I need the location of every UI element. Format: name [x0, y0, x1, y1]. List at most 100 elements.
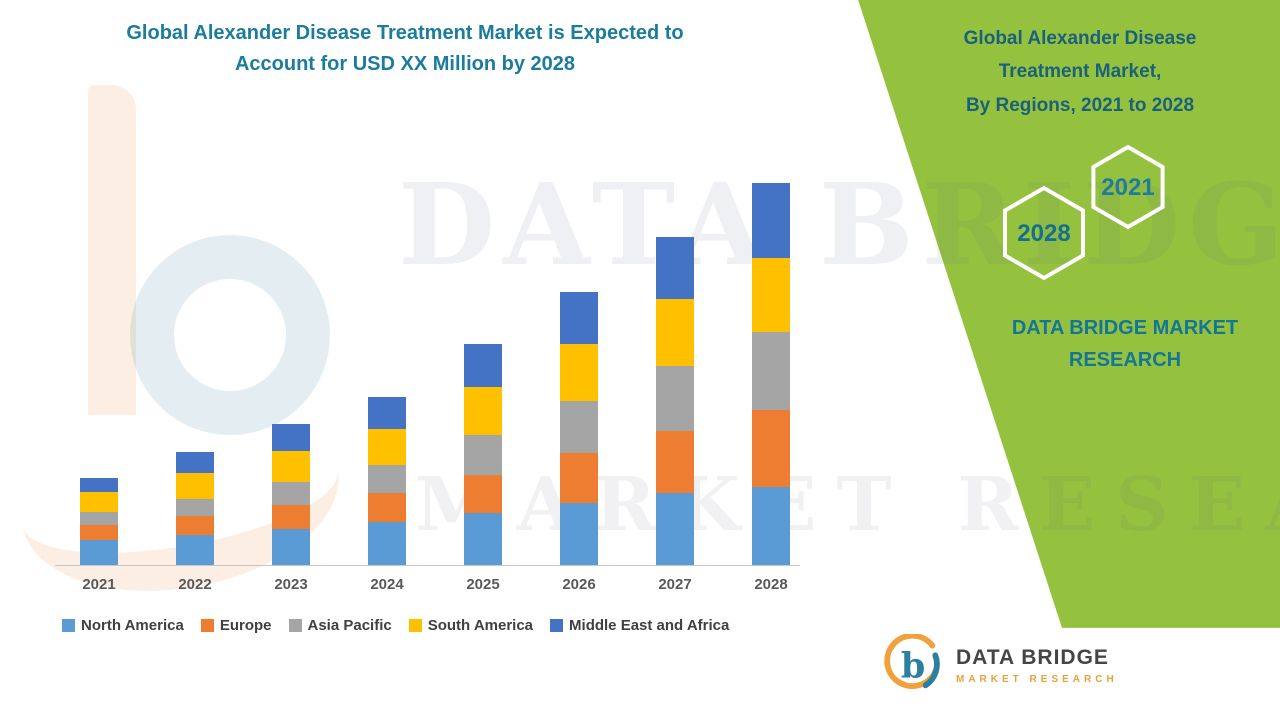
- bar-segment-2022-middle-east-and-africa: [176, 452, 214, 473]
- x-axis-line: [55, 565, 800, 566]
- stacked-bar-2024: [368, 397, 406, 565]
- bar-segment-2021-europe: [80, 525, 118, 540]
- legend-swatch-south-america: [408, 619, 422, 632]
- x-axis-label-2021: 2021: [82, 576, 116, 593]
- bar-segment-2027-south-america: [656, 299, 694, 366]
- bar-column-2021: [80, 183, 118, 565]
- stacked-bar-2028: [752, 183, 790, 565]
- bar-segment-2024-south-america: [368, 429, 406, 465]
- bar-segment-2024-asia-pacific: [368, 465, 406, 493]
- hexagon-2021: [1091, 145, 1165, 230]
- legend-swatch-north-america: [62, 619, 75, 632]
- footer-logo-text: DATA BRIDGE MARKET RESEARCH: [956, 646, 1118, 685]
- stacked-bar-2025: [464, 344, 502, 565]
- chart-legend: North America Europe Asia Pacific South Ame…: [62, 617, 729, 634]
- side-panel-brand: DATA BRIDGE MARKET RESEARCH: [950, 312, 1280, 376]
- bar-column-2025: [464, 183, 502, 565]
- bar-plot: [80, 183, 790, 565]
- side-panel-title-line3: By Regions, 2021 to 2028: [965, 94, 1195, 116]
- legend-item-north-america: North America: [62, 617, 184, 634]
- bar-segment-2021-south-america: [80, 492, 118, 512]
- x-axis-label-2026: 2026: [562, 576, 596, 593]
- legend-item-asia-pacific: Asia Pacific: [288, 617, 392, 634]
- bar-segment-2026-middle-east-and-africa: [560, 292, 598, 344]
- bar-column-2024: [368, 183, 406, 565]
- bar-segment-2026-europe: [560, 453, 598, 503]
- stacked-bar-2023: [272, 424, 310, 565]
- side-panel-title-line1: Global Alexander Disease: [963, 28, 1197, 49]
- bar-segment-2027-north-america: [656, 493, 694, 565]
- chart-title-line1: Global Alexander Disease Treatment Marke…: [126, 22, 684, 44]
- bar-segment-2027-middle-east-and-africa: [656, 237, 694, 299]
- bar-segment-2024-europe: [368, 493, 406, 522]
- bar-segment-2027-asia-pacific: [656, 366, 694, 431]
- footer-brand-name: DATA BRIDGE: [956, 645, 1109, 669]
- legend-swatch-middle-east-and-africa: [550, 619, 564, 632]
- x-axis-label-2027: 2027: [658, 576, 692, 593]
- bar-segment-2022-north-america: [176, 535, 214, 565]
- stacked-bar-2026: [560, 292, 598, 565]
- bar-segment-2023-europe: [272, 505, 310, 529]
- chart-title-line2: Account for USD XX Million by 2028: [234, 53, 576, 75]
- x-axis-label-2022: 2022: [178, 576, 212, 593]
- bar-segment-2026-south-america: [560, 344, 598, 401]
- bar-segment-2025-north-america: [464, 513, 502, 565]
- bar-segment-2023-asia-pacific: [272, 482, 310, 505]
- x-axis-labels: 2021 2022 2023 2024 2025 2026 2027 2028: [80, 576, 790, 593]
- bar-segment-2023-south-america: [272, 451, 310, 482]
- bar-column-2023: [272, 183, 310, 565]
- bar-segment-2028-north-america: [752, 487, 790, 565]
- bar-segment-2021-north-america: [80, 540, 118, 565]
- bar-column-2027: [656, 183, 694, 565]
- legend-item-south-america: South America: [408, 617, 534, 634]
- legend-label-europe: Europe: [219, 617, 272, 634]
- bar-segment-2028-south-america: [752, 258, 790, 332]
- legend-label-south-america: South America: [427, 617, 534, 634]
- footer-logo: b DATA BRIDGE MARKET RESEARCH: [882, 634, 1118, 696]
- chart-title: Global Alexander Disease Treatment Marke…: [60, 18, 750, 80]
- legend-item-europe: Europe: [200, 617, 272, 634]
- legend-label-middle-east-and-africa: Middle East and Africa: [569, 617, 730, 634]
- bar-segment-2026-north-america: [560, 503, 598, 565]
- legend-item-middle-east-and-africa: Middle East and Africa: [550, 617, 729, 634]
- bar-segment-2025-europe: [464, 475, 502, 513]
- bar-segment-2026-asia-pacific: [560, 401, 598, 453]
- svg-text:b: b: [901, 646, 925, 687]
- hexagon-2028: [1003, 185, 1085, 281]
- side-panel-brand-line1: DATA BRIDGE MARKET: [1011, 317, 1239, 339]
- stacked-bar-2021: [80, 478, 118, 565]
- legend-label-north-america: North America: [81, 617, 184, 634]
- hexagon-year-2028: 2028: [1017, 220, 1070, 247]
- bar-segment-2022-south-america: [176, 473, 214, 499]
- bar-segment-2021-middle-east-and-africa: [80, 478, 118, 492]
- bar-segment-2023-middle-east-and-africa: [272, 424, 310, 451]
- side-panel-brand-line2: RESEARCH: [1068, 349, 1182, 371]
- side-panel-title: Global Alexander Disease Treatment Marke…: [900, 22, 1260, 122]
- x-axis-label-2023: 2023: [274, 576, 308, 593]
- data-bridge-logo-icon: b: [884, 634, 940, 689]
- bar-segment-2027-europe: [656, 431, 694, 493]
- stacked-bar-2022: [176, 452, 214, 565]
- legend-swatch-asia-pacific: [288, 619, 302, 632]
- bar-segment-2025-asia-pacific: [464, 435, 502, 475]
- x-axis-label-2025: 2025: [466, 576, 500, 593]
- x-axis-label-2028: 2028: [754, 576, 788, 593]
- hexagon-year-2021: 2021: [1101, 174, 1154, 201]
- bar-segment-2025-south-america: [464, 387, 502, 435]
- bar-column-2022: [176, 183, 214, 565]
- hexagon-years-graphic: 2028 2021: [1003, 145, 1165, 281]
- bar-segment-2028-europe: [752, 410, 790, 487]
- stacked-bar-2027: [656, 237, 694, 565]
- bar-segment-2023-north-america: [272, 529, 310, 565]
- x-axis-label-2024: 2024: [370, 576, 404, 593]
- bar-segment-2022-asia-pacific: [176, 499, 214, 516]
- bar-segment-2021-asia-pacific: [80, 512, 118, 525]
- legend-swatch-europe: [200, 619, 214, 632]
- bar-segment-2024-middle-east-and-africa: [368, 397, 406, 429]
- side-panel-title-line2: Treatment Market,: [998, 61, 1162, 83]
- bar-segment-2024-north-america: [368, 522, 406, 565]
- legend-label-asia-pacific: Asia Pacific: [307, 617, 392, 634]
- bar-segment-2022-europe: [176, 516, 214, 535]
- footer-brand-tagline: MARKET RESEARCH: [956, 673, 1118, 685]
